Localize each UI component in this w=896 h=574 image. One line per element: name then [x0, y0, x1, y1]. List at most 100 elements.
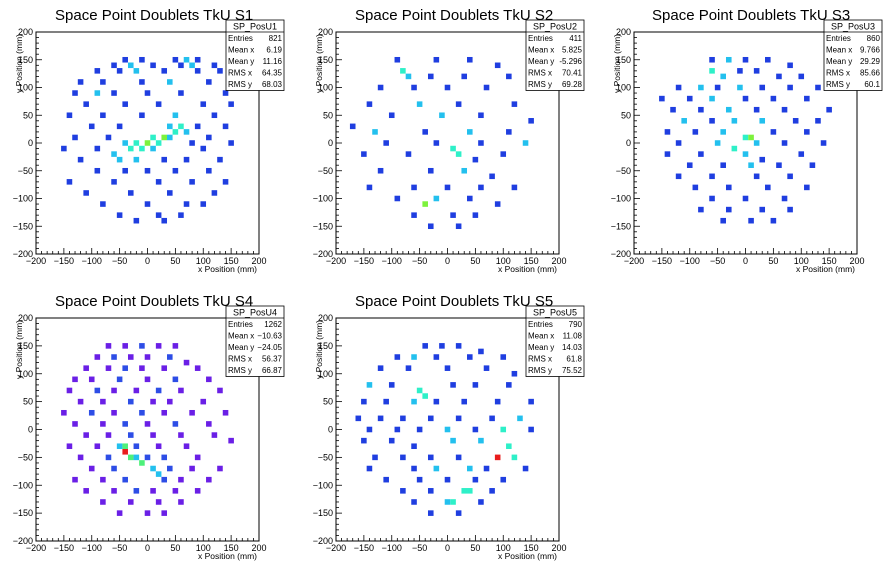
histogram-bin [66, 112, 73, 119]
histogram-bin [94, 354, 101, 360]
histogram-bin [765, 56, 771, 63]
histogram-bin [150, 134, 156, 141]
histogram-bin [411, 465, 417, 472]
histogram-bin [355, 415, 362, 422]
histogram-bin [139, 112, 145, 119]
histogram-bin [720, 162, 726, 168]
stats-value: 1262 [264, 320, 282, 329]
y-tick-label: 0 [28, 425, 33, 435]
histogram-bin [178, 499, 184, 505]
histogram-bin [150, 145, 156, 152]
y-tick-label: 150 [616, 55, 631, 65]
y-tick-label: 0 [28, 138, 33, 148]
histogram-bin [116, 68, 123, 74]
histogram-bin [206, 476, 212, 483]
histogram-bin [222, 409, 229, 416]
histogram-bin [394, 426, 401, 433]
histogram-bin [161, 409, 168, 416]
histogram-bin [178, 432, 184, 438]
histogram-bin [105, 454, 112, 461]
histogram-bin [742, 151, 749, 157]
stats-name: SP_PosU3 [831, 22, 875, 32]
histogram-bin [183, 359, 190, 366]
stats-value: -5.296 [559, 57, 582, 66]
histogram-bin [472, 382, 479, 388]
histogram-bin [383, 140, 389, 146]
histogram-bin [709, 195, 715, 202]
x-tick-label: −50 [112, 543, 127, 553]
histogram-bin [155, 101, 162, 107]
histogram-bin [122, 421, 128, 427]
histogram-bin [681, 118, 687, 124]
x-axis-label: x Position (mm) [198, 551, 257, 561]
histogram-bin [698, 106, 704, 113]
histogram-bin [753, 68, 760, 74]
histogram-bin [61, 409, 67, 416]
x-axis-label: x Position (mm) [498, 551, 557, 561]
histogram-bin [467, 195, 473, 202]
histogram-bin [116, 376, 123, 383]
x-tick-label: 0 [145, 256, 150, 266]
histogram-bin [183, 443, 190, 450]
y-tick-label: 0 [328, 425, 333, 435]
stats-box: SP_PosU5 Entries 790 Mean x 11.08 Mean y 14.03… [525, 305, 585, 377]
histogram-bin [455, 101, 462, 107]
stats-label: Mean x [228, 46, 254, 55]
histogram-bin [528, 398, 534, 405]
histogram-bin [478, 112, 484, 119]
histogram-bin [161, 510, 168, 516]
histogram-bin [686, 162, 693, 168]
histogram-bin [122, 101, 128, 107]
histogram-bin [675, 84, 682, 91]
histogram-bin [172, 421, 179, 427]
stats-box: SP_PosU2 Entries 411 Mean x 5.825 Mean y -5.29… [525, 19, 585, 91]
histogram-bin [444, 365, 451, 371]
histogram-bin [217, 465, 223, 472]
histogram-bin [194, 56, 201, 63]
histogram-bin [66, 387, 73, 394]
y-axis-label: y Position (mm) [14, 320, 24, 379]
histogram-bin [144, 510, 151, 516]
histogram-bin [692, 129, 699, 135]
stats-value: 11.08 [563, 332, 583, 341]
histogram-bin [167, 190, 173, 196]
histogram-bin [144, 90, 151, 96]
histogram-bin [455, 454, 462, 461]
histogram-bin [172, 112, 179, 119]
y-tick-label: −100 [13, 194, 33, 204]
y-axis-label: y Position (mm) [314, 320, 324, 379]
histogram-bin [167, 465, 173, 472]
histogram-bin [72, 421, 78, 427]
y-tick-label: 200 [616, 27, 631, 37]
y-tick-label: −150 [611, 221, 631, 231]
histogram-bin [133, 454, 140, 461]
histogram-bin [489, 173, 495, 180]
x-tick-label: 0 [743, 256, 748, 266]
stats-value: 9.766 [860, 46, 881, 55]
histogram-bin [737, 68, 743, 74]
histogram-bin [144, 421, 151, 427]
histogram-bin [478, 140, 484, 146]
histogram-bin [765, 184, 771, 191]
histogram-bin [709, 95, 715, 102]
histogram-bin [489, 488, 495, 494]
stats-label: Mean y [528, 57, 554, 66]
histogram-bin [178, 476, 184, 483]
histogram-bin [66, 179, 73, 185]
y-tick-label: 100 [616, 83, 631, 93]
histogram-bin [483, 84, 490, 91]
histogram-bin [144, 354, 151, 360]
histogram-bin [405, 151, 412, 157]
histogram-bin [400, 68, 406, 74]
histogram-bin [709, 173, 715, 180]
histogram-bin [377, 84, 384, 91]
histogram-bin [698, 206, 704, 213]
histogram-bin [388, 437, 395, 444]
histogram-bin [455, 151, 462, 157]
histogram-bin [377, 415, 384, 422]
y-tick-label: −100 [313, 194, 333, 204]
histogram-bin [167, 354, 173, 360]
histogram-bin [753, 140, 760, 146]
histogram-bin [411, 212, 417, 218]
x-tick-label: 100 [496, 543, 511, 553]
